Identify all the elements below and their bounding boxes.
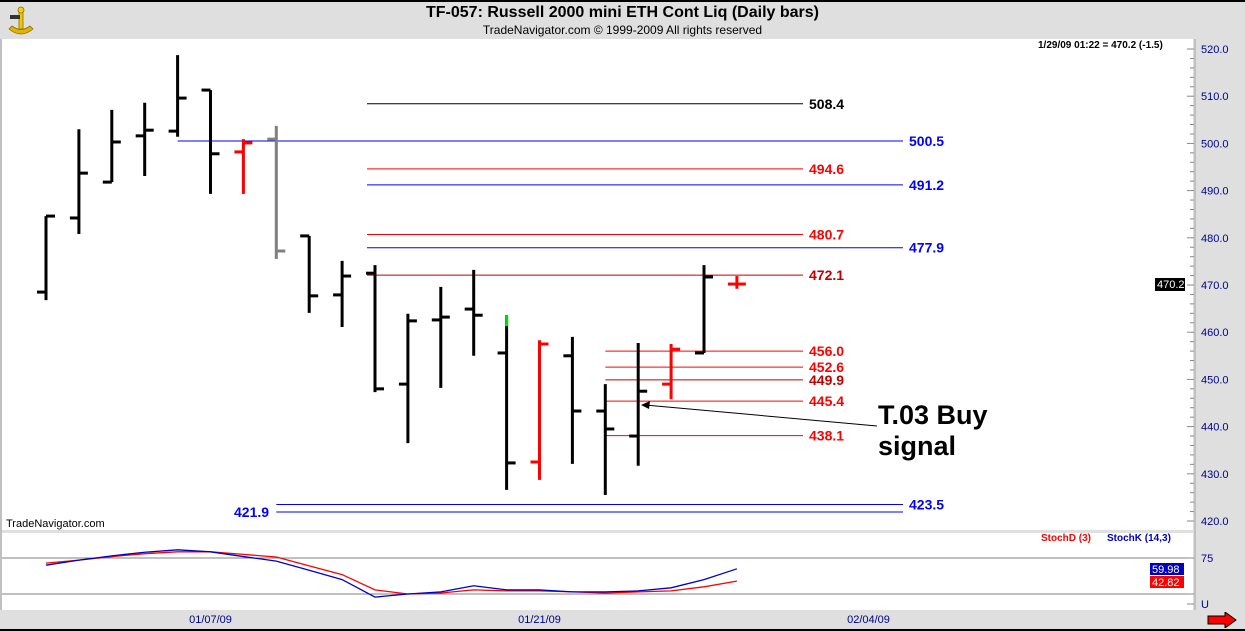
left-border [0, 39, 2, 610]
level-label: 456.0 [809, 343, 844, 359]
signal-arrow-line [644, 404, 878, 427]
y-tick-label: 490.0 [1201, 186, 1229, 198]
scroll-right-arrow-icon[interactable] [1207, 612, 1237, 628]
level-label: 438.1 [809, 428, 844, 444]
buy-signal-line2: signal [878, 431, 957, 461]
current-price-text: 470.2 [1157, 279, 1185, 291]
x-date-label: 01/07/09 [189, 614, 232, 626]
signal-arrowhead-icon [641, 401, 650, 409]
stoch-k-line [45, 549, 738, 598]
buy-signal-line1: T.03 Buy [878, 400, 988, 430]
stoch-d-badge [1150, 576, 1184, 588]
y-tick-label: 480.0 [1201, 233, 1229, 245]
y-tick-label: 470.0 [1201, 280, 1229, 292]
level-label: 445.4 [809, 393, 844, 409]
y-tick-label: 450.0 [1201, 374, 1229, 386]
stoch-k-badge [1150, 563, 1184, 575]
sextant-logo-icon [8, 6, 34, 35]
stoch-d-line [45, 551, 738, 595]
y-tick-label: 510.0 [1201, 91, 1229, 103]
price-axis-bg [1197, 39, 1245, 610]
stochastic-panel[interactable] [2, 533, 1193, 610]
chart-title: TF-057: Russell 2000 mini ETH Cont Liq (… [426, 4, 819, 21]
window-top-border [0, 0, 1245, 2]
legend-stochd: StochD (3) [1041, 533, 1091, 544]
y-tick-label: 460.0 [1201, 327, 1229, 339]
y-tick-label: 500.0 [1201, 138, 1229, 150]
stoch-d-value: 42.82 [1152, 577, 1180, 589]
legend-stochk: StochK (14,3) [1107, 533, 1171, 544]
stoch-axis-label: 75 [1201, 553, 1213, 565]
buy-signal-annotation: T.03 Buy signal [878, 400, 988, 462]
level-label: 421.9 [234, 504, 269, 520]
y-tick-label: 420.0 [1201, 516, 1229, 528]
panel-divider [2, 530, 1193, 533]
level-label: 480.7 [809, 226, 844, 242]
level-label: 500.5 [909, 133, 944, 149]
level-label: 491.2 [909, 177, 944, 193]
y-tick-label: 440.0 [1201, 422, 1229, 434]
y-tick-label: 430.0 [1201, 469, 1229, 481]
stoch-k-value: 59.98 [1152, 564, 1180, 576]
x-date-label: 02/04/09 [847, 614, 890, 626]
watermark-text: TradeNavigator.com [6, 518, 105, 530]
stoch-axis-label: U [1201, 599, 1209, 611]
price-plot-area[interactable] [2, 39, 1193, 530]
copyright-subtitle: TradeNavigator.com © 1999-2009 All right… [482, 23, 763, 37]
level-label: 449.9 [809, 372, 844, 388]
x-date-label: 01/21/09 [518, 614, 561, 626]
current-price-badge [1155, 278, 1185, 291]
y-tick-label: 520.0 [1201, 44, 1229, 56]
level-label: 508.4 [809, 96, 844, 112]
level-label: 452.6 [809, 359, 844, 375]
level-label: 472.1 [809, 267, 844, 283]
level-label: 477.9 [909, 240, 944, 256]
cursor-readout: 1/29/09 01:22 = 470.2 (-1.5) [1038, 40, 1163, 51]
level-label: 423.5 [909, 496, 944, 512]
level-label: 494.6 [809, 161, 844, 177]
